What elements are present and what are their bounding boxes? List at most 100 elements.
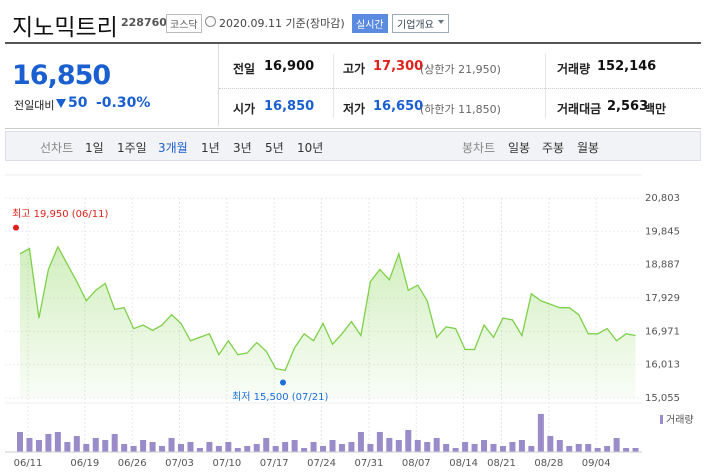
y-tick-label: 18,887 (645, 260, 680, 271)
tab[interactable]: 주봉 (542, 141, 565, 155)
extreme-dot (13, 224, 19, 231)
tab[interactable]: 1년 (201, 141, 220, 155)
volume-bar (338, 443, 345, 452)
volume-bar (244, 445, 251, 452)
volume-bar (575, 443, 582, 452)
volume-bar (159, 445, 166, 452)
x-tick-label: 07/24 (307, 458, 336, 469)
stat-label: 전일 (233, 62, 256, 76)
volume-bar (594, 447, 601, 452)
volume-bar (395, 439, 402, 452)
x-tick-label: 08/28 (534, 458, 563, 469)
x-tick-label: 08/07 (402, 458, 431, 469)
volume-bar (140, 439, 147, 452)
volume-bar (187, 441, 194, 452)
volume-bar (35, 439, 42, 452)
volume-bar (424, 441, 431, 452)
volume-bar (518, 439, 525, 452)
y-tick-label: 16,013 (645, 360, 680, 371)
stat-value: 16,900 (264, 59, 315, 74)
price-line (19, 245, 636, 372)
tab[interactable]: 1주일 (117, 141, 147, 155)
volume-bar (386, 437, 393, 452)
annotation: 최저 15,500 (07/21) (232, 391, 328, 403)
separator (333, 54, 334, 118)
price-area (20, 246, 636, 398)
clock-icon (205, 16, 216, 27)
change-label: 전일대비 (14, 99, 55, 112)
tab[interactable]: 월봉 (577, 141, 600, 155)
volume-bar (357, 431, 364, 452)
volume-bar (547, 435, 554, 452)
volume-bar (45, 433, 52, 452)
legend-swatch (660, 415, 663, 424)
volume-bar (481, 439, 488, 452)
tab[interactable]: 3년 (233, 141, 252, 155)
volume-bar (329, 439, 336, 452)
volume-bar (405, 429, 412, 452)
change: 50 (68, 95, 88, 111)
tab-label: 선차트 (40, 141, 74, 155)
realtime-button[interactable]: 실시간 (352, 14, 388, 33)
volume-bar (556, 439, 563, 452)
stat-value: 2,563 (607, 99, 649, 114)
volume-bar (92, 437, 99, 452)
separator (218, 44, 219, 126)
volume-bar (130, 445, 137, 452)
x-tick-label: 07/10 (212, 458, 241, 469)
volume-bar (443, 443, 450, 452)
volume-bar (26, 437, 33, 452)
volume-bar (301, 447, 308, 452)
x-tick-label: 07/03 (165, 458, 194, 469)
volume-bar (623, 447, 630, 452)
stat-value: 16,850 (264, 99, 315, 114)
annotation: 최고 19,950 (06/11) (12, 208, 108, 220)
stock-name: 지노믹트리 (12, 15, 118, 41)
volume-bar (177, 443, 184, 452)
y-tick-label: 17,929 (645, 293, 680, 304)
volume-bar (111, 433, 118, 452)
volume-bar (509, 441, 516, 452)
volume-bar (149, 441, 156, 452)
volume-bar (376, 431, 383, 452)
y-tick-label: 15,055 (645, 393, 680, 404)
extreme-dot (280, 379, 286, 386)
y-tick-label: 19,845 (645, 226, 680, 237)
volume-bar (168, 437, 175, 452)
tab[interactable]: 5년 (265, 141, 284, 155)
x-tick-label: 06/11 (14, 458, 43, 469)
market-badge: 코스닥 (166, 14, 202, 33)
separator (545, 54, 546, 118)
stat-note: (하한가 11,850) (420, 103, 501, 116)
x-tick-label: 06/19 (70, 458, 99, 469)
stat-value: 152,146 (597, 59, 657, 74)
stock-code: 228760 (121, 16, 167, 29)
x-tick-label: 06/26 (118, 458, 147, 469)
stat-value: 16,650 (373, 99, 424, 114)
row-separator (219, 88, 701, 89)
current-price: 16,850 (12, 60, 111, 91)
tab[interactable]: 3개월 (158, 141, 188, 155)
summary-box (5, 42, 701, 129)
company-button[interactable]: 기업개요 (392, 14, 449, 33)
stat-unit: 백만 (644, 102, 667, 116)
tab[interactable]: 10년 (297, 141, 324, 155)
volume-bar (452, 447, 459, 452)
x-tick-label: 08/14 (449, 458, 478, 469)
volume-bar (528, 445, 535, 452)
x-tick-label: 09/04 (582, 458, 611, 469)
volume-bar (121, 443, 128, 452)
volume-bar (320, 445, 327, 452)
change-pct: -0.30% (96, 95, 151, 111)
x-tick-label: 08/21 (487, 458, 516, 469)
date: 2020.09.11 기준(장마감) (219, 17, 345, 30)
volume-bar (73, 435, 80, 452)
tab[interactable]: 일봉 (508, 141, 531, 155)
tab-label: 봉차트 (462, 141, 496, 155)
stat-label: 거래대금 (557, 102, 602, 116)
x-tick-label: 07/17 (260, 458, 289, 469)
tab[interactable]: 1일 (85, 141, 104, 155)
volume-bar (282, 441, 289, 452)
